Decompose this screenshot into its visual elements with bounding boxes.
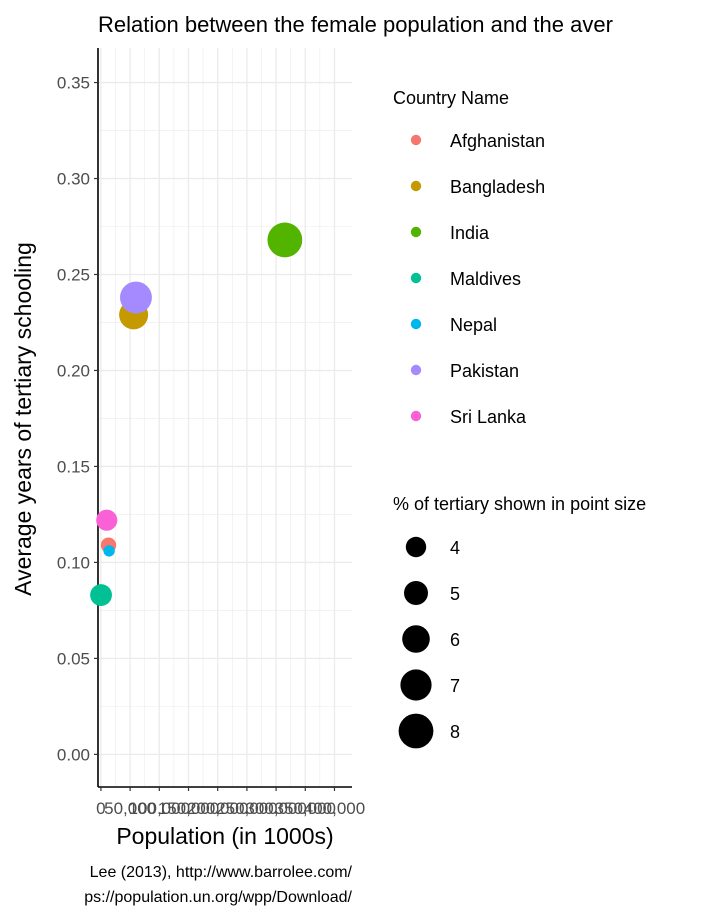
legend-label: India (450, 223, 490, 243)
size-legend-key (402, 625, 430, 653)
y-axis-ticks: 0.00 0.05 0.10 0.15 0.20 0.25 0.30 0.35 (57, 74, 98, 764)
legend-key (410, 272, 422, 284)
legend-label: Sri Lanka (450, 407, 527, 427)
y-axis-title: Average years of tertiary schooling (10, 242, 36, 596)
caption-line-1: Lee (2013), http://www.barrolee.com/ (90, 864, 353, 881)
x-tick-label: 150,000 (158, 799, 219, 818)
size-legend-key (400, 669, 432, 701)
legend-label: Nepal (450, 315, 497, 335)
x-tick-label: 200,000 (187, 799, 248, 818)
y-tick-label: 0.30 (57, 170, 90, 189)
data-points (90, 222, 303, 606)
axes (97, 48, 352, 788)
size-legend-label: 8 (450, 722, 460, 742)
data-point (119, 281, 152, 314)
grid (98, 48, 352, 787)
legend-key (410, 180, 422, 192)
data-point (96, 509, 118, 531)
x-tick-label: 350,000 (275, 799, 336, 818)
size-legend-label: 6 (450, 630, 460, 650)
size-legend-key (405, 536, 427, 558)
y-tick-label: 0.25 (57, 265, 90, 284)
legend-key (410, 318, 422, 330)
legend-label: Maldives (450, 269, 521, 289)
size-legend-label: 7 (450, 676, 460, 696)
legend-key (410, 226, 422, 238)
x-tick-label: 50,000 (104, 799, 156, 818)
legend-label: Afghanistan (450, 131, 545, 151)
x-tick-label: 400,000 (304, 799, 365, 818)
y-tick-label: 0.20 (57, 361, 90, 380)
x-axis-ticks: 050,000100,000150,000200,000250,000300,0… (96, 787, 365, 818)
legend-label: Pakistan (450, 361, 519, 381)
chart-title: Relation between the female population a… (98, 12, 613, 37)
size-legend-key (404, 581, 428, 605)
y-tick-label: 0.15 (57, 457, 90, 476)
data-point (103, 545, 115, 557)
data-point (267, 222, 303, 258)
size-legend-title: % of tertiary shown in point size (393, 494, 646, 514)
x-axis-title: Population (in 1000s) (116, 823, 333, 849)
legend-key (410, 364, 422, 376)
size-legend: % of tertiary shown in point size 4 5 6 7 8 (393, 494, 646, 749)
color-legend: Country Name Afghanistan Bangladesh India M… (393, 88, 545, 427)
x-tick-label: 100,000 (129, 799, 190, 818)
legend-key (410, 134, 422, 146)
y-tick-label: 0.35 (57, 74, 90, 93)
legend-key (410, 410, 422, 422)
size-legend-label: 5 (450, 584, 460, 604)
color-legend-title: Country Name (393, 88, 509, 108)
size-legend-label: 4 (450, 538, 460, 558)
size-legend-key (398, 713, 434, 749)
caption-line-2: ps://population.un.org/wpp/Download/ (84, 889, 352, 906)
x-tick-label: 250,000 (216, 799, 277, 818)
x-tick-label: 300,000 (245, 799, 306, 818)
y-tick-label: 0.00 (57, 745, 90, 764)
legend-label: Bangladesh (450, 177, 545, 197)
x-tick-label: 0 (96, 799, 105, 818)
data-point (90, 584, 112, 606)
y-tick-label: 0.05 (57, 649, 90, 668)
y-tick-label: 0.10 (57, 553, 90, 572)
